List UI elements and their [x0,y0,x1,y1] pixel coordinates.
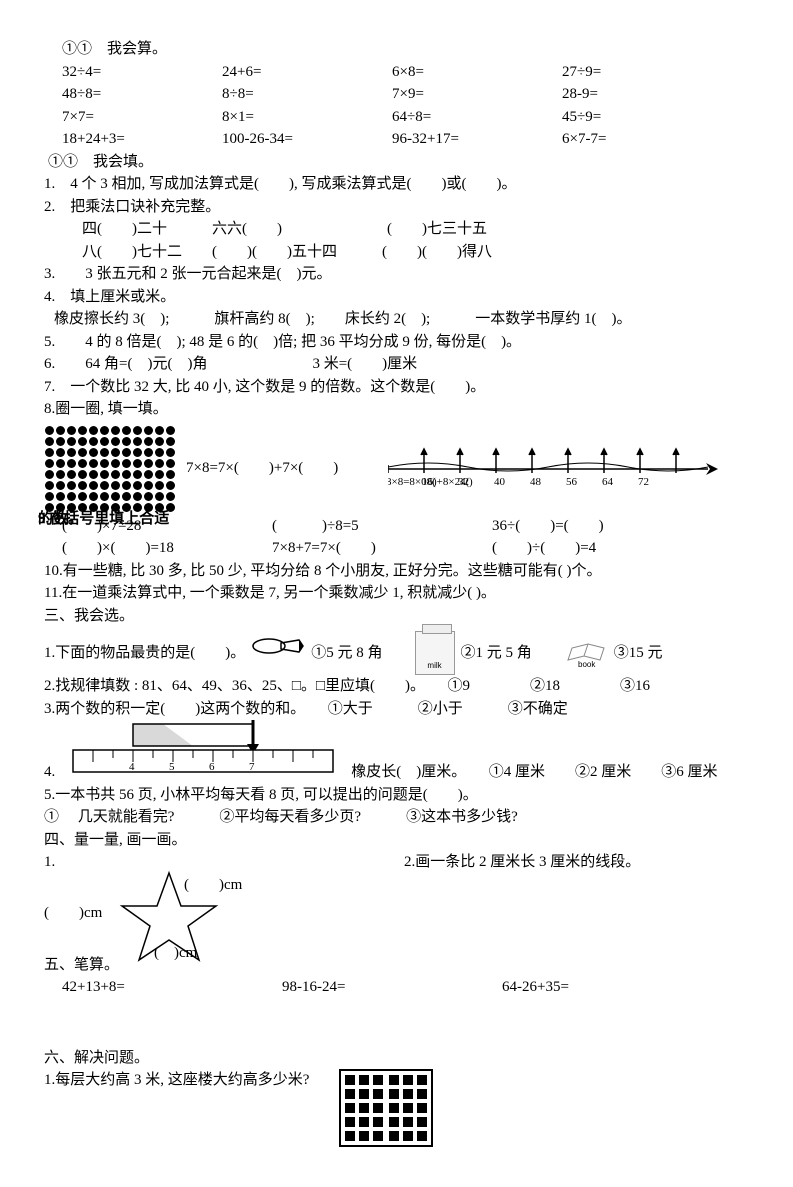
s4-cm-left: ( )cm [44,902,102,925]
s3-q2: 2.找规律填数 : 81、64、49、36、25、□。□里应填( )。 ①9 ②… [44,675,749,698]
calc-row-3: 7×7= 8×1= 64÷8= 45÷9= [44,106,749,129]
calc-cell: 48÷8= [62,83,222,106]
s3-q5a: 5.一本书共 56 页, 小林平均每天看 8 页, 可以提出的问题是( )。 [44,784,749,807]
calc-row-1: 32÷4= 24+6= 6×8= 27÷9= [44,61,749,84]
ruler-icon: 4 5 6 7 [63,720,343,784]
s2-q9-row1: ( )×7=28 ( )÷8=5 36÷( )=( ) [44,515,749,538]
section6-heading: 六、解决问题。 [44,1047,749,1070]
section1-heading: ①① 我会算。 [44,38,749,61]
s3-q3: 3.两个数的积一定( )这两个数的和。 ①大于 ②小于 ③不确定 [44,698,749,721]
calc-cell: 64÷8= [392,106,562,129]
calc-cell: 45÷9= [562,106,712,129]
s2-q1: 1. 4 个 3 相加, 写成加法算式是( ), 写成乘法算式是( )或( )。 [44,173,749,196]
calc-cell: 28-9= [562,83,712,106]
s2-q4b: 橡皮擦长约 3( ); 旗杆高约 8( ); 床长约 2( ); 一本数学书厚约… [44,308,749,331]
s3-q4-num: 4. [44,761,55,784]
calc-cell: 8×1= [222,106,392,129]
s4-q2: 2.画一条比 2 厘米长 3 厘米的线段。 [404,851,640,874]
calc-cell: 24+6= [222,61,392,84]
building-icon [339,1069,433,1147]
s2-q2a: 2. 把乘法口诀补充完整。 [44,196,749,219]
s2-q3: 3. 3 张五元和 2 张一元合起来是( )元。 [44,263,749,286]
calc-row-4: 18+24+3= 100-26-34= 96-32+17= 6×7-7= [44,128,749,151]
svg-text:5: 5 [169,761,175,773]
svg-text:6: 6 [209,761,215,773]
s2-q5: 5. 4 的 8 倍是( ); 48 是 6 的( )倍; 把 36 平均分成 … [44,331,749,354]
calc-row-2: 48÷8= 8÷8= 7×9= 28-9= [44,83,749,106]
s3-q1a: 1.下面的物品最贵的是( )。 [44,642,245,665]
s2-q9-row2: ( )×( )=18 7×8+7=7×( ) ( )÷( )=4 [44,537,749,560]
calc-cell: 32÷4= [62,61,222,84]
book-icon: book [564,638,608,668]
s2-q9a1: ( )×7=28 [62,515,212,538]
s4-row: 1. ( )cm ( )cm ( )cm 2.画一条比 2 厘米长 3 厘米的线… [44,851,749,954]
pencil-icon [251,634,305,672]
svg-text:7: 7 [249,761,255,773]
svg-text:8×8=8×08(16)+8×24(32)404856647: 8×8=8×08(16)+8×24(32)4048566472 [388,476,649,488]
s5-2: 98-16-24= [282,976,502,999]
s6-q1: 1.每层大约高 3 米, 这座楼大约高多少米? [44,1069,309,1092]
s3-q4: 橡皮长( )厘米。 ①4 厘米 ②2 厘米 ③6 厘米 [351,761,717,784]
s5-row: 42+13+8= 98-16-24= 64-26+35= [44,976,749,999]
book-label: book [578,660,596,668]
s2-q9a2: ( )÷8=5 [272,515,432,538]
s2-q2b: 四( )二十 六六( ) ( )七三十五 [44,218,749,241]
number-line-icon: 8×8=8×08(16)+8×24(32)4048566472 [388,441,718,497]
s3-q1o2: ②1 元 5 角 [461,642,532,665]
s2-q9b1: ( )×( )=18 [62,537,212,560]
s2-q10: 10.有一些糖, 比 30 多, 比 50 少, 平均分给 8 个小朋友, 正好… [44,560,749,583]
calc-cell: 96-32+17= [392,128,562,151]
s3-q1-row: 1.下面的物品最贵的是( )。 ①5 元 8 角 milk ②1 元 5 角 b… [44,631,749,675]
s3-q5b: ① 几天就能看完? ②平均每天看多少页? ③这本书多少钱? [44,806,749,829]
calc-cell: 27÷9= [562,61,712,84]
s6-q1-row: 1.每层大约高 3 米, 这座楼大约高多少米? [44,1069,749,1147]
svg-text:4: 4 [129,761,135,773]
calc-cell: 7×9= [392,83,562,106]
s2-q8-eq: 7×8=7×( )+7×( ) [186,457,338,480]
calc-cell: 18+24+3= [62,128,222,151]
calc-cell: 100-26-34= [222,128,392,151]
s2-q8-figure-row: 9.在括号里填上合适的数。 7×8=7×( )+7×( ) 8×8=8×08(1… [44,425,749,513]
calc-cell: 6×8= [392,61,562,84]
s2-q8a: 8.圈一圈, 填一填。 [44,398,749,421]
s5-1: 42+13+8= [62,976,282,999]
calc-cell: 6×7-7= [562,128,712,151]
s3-q1o1: ①5 元 8 角 [311,642,382,665]
calc-cell: 8÷8= [222,83,392,106]
milk-icon: milk [415,631,455,675]
s2-q9b2: 7×8+7=7×( ) [272,537,432,560]
s3-q1o3: ③15 元 [614,642,663,665]
dot-grid-icon: 9.在括号里填上合适的数。 [44,425,176,513]
s2-q11: 11.在一道乘法算式中, 一个乘数是 7, 另一个乘数减少 1, 积就减少( )… [44,582,749,605]
section2-heading: ①① 我会填。 [44,151,749,174]
star-icon [114,868,224,976]
calc-cell: 7×7= [62,106,222,129]
section3-heading: 三、我会选。 [44,605,749,628]
s2-q9a3: 36÷( )=( ) [492,515,604,538]
s2-q9b3: ( )÷( )=4 [492,537,596,560]
s4-q1num: 1. [44,851,404,874]
s2-q2c: 八( )七十二 ( )( )五十四 ( )( )得八 [44,241,749,264]
milk-label: milk [416,660,454,672]
section4-heading: 四、量一量, 画一画。 [44,829,749,852]
s5-3: 64-26+35= [502,976,569,999]
s2-q6: 6. 64 角=( )元( )角 3 米=( )厘米 [44,353,749,376]
s3-q4-row: 4. 4 5 6 7 橡皮长( )厘米。 ①4 厘米 ②2 厘米 ③6 厘米 [44,720,749,784]
s2-q7: 7. 一个数比 32 大, 比 40 小, 这个数是 9 的倍数。这个数是( )… [44,376,749,399]
s2-q4a: 4. 填上厘米或米。 [44,286,749,309]
